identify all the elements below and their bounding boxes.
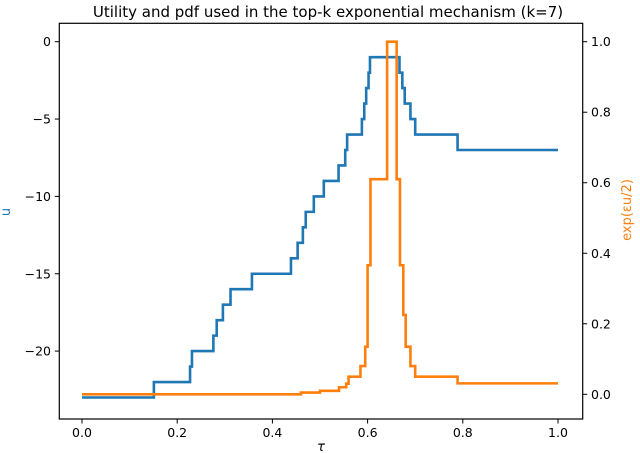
- x-axis: 0.0 0.2 0.4 0.6 0.8 1.0: [72, 419, 568, 440]
- y-axis-label-right: exp(εu/2): [620, 179, 635, 241]
- series-line-utility: [82, 55, 558, 399]
- y-tick-label-right: 0.2: [591, 316, 611, 331]
- plot-lines: [82, 40, 558, 399]
- plot-frame: [58, 22, 584, 420]
- x-tick-label: 1.0: [548, 425, 568, 440]
- y-axis-label-left: u: [0, 208, 14, 216]
- y-tick-label-left: −20: [25, 344, 51, 359]
- chart-title: Utility and pdf used in the top-k expone…: [93, 3, 563, 21]
- y-tick-label-left: −10: [25, 189, 51, 204]
- y-tick-label-right: 0.0: [591, 387, 611, 402]
- y-tick-label-left: 0: [43, 34, 51, 49]
- y-tick-label-right: 0.6: [591, 175, 611, 190]
- y-tick-label-right: 1.0: [591, 34, 611, 49]
- series-line-pdf: [82, 40, 558, 396]
- x-tick-label: 0.2: [167, 425, 187, 440]
- x-tick-label: 0.6: [358, 425, 378, 440]
- x-tick-label: 0.0: [72, 425, 92, 440]
- y-tick-label-right: 0.8: [591, 105, 611, 120]
- y-tick-label-left: −5: [33, 112, 51, 127]
- x-tick-label: 0.4: [262, 425, 282, 440]
- y-tick-label-right: 0.4: [591, 246, 611, 261]
- y-axis-left: 0 −5 −10 −15 −20: [25, 34, 60, 359]
- x-tick-label: 0.8: [453, 425, 473, 440]
- y-axis-right: 0.0 0.2 0.4 0.6 0.8 1.0: [582, 34, 611, 402]
- y-tick-label-left: −15: [25, 266, 51, 281]
- x-axis-label: τ: [317, 440, 325, 453]
